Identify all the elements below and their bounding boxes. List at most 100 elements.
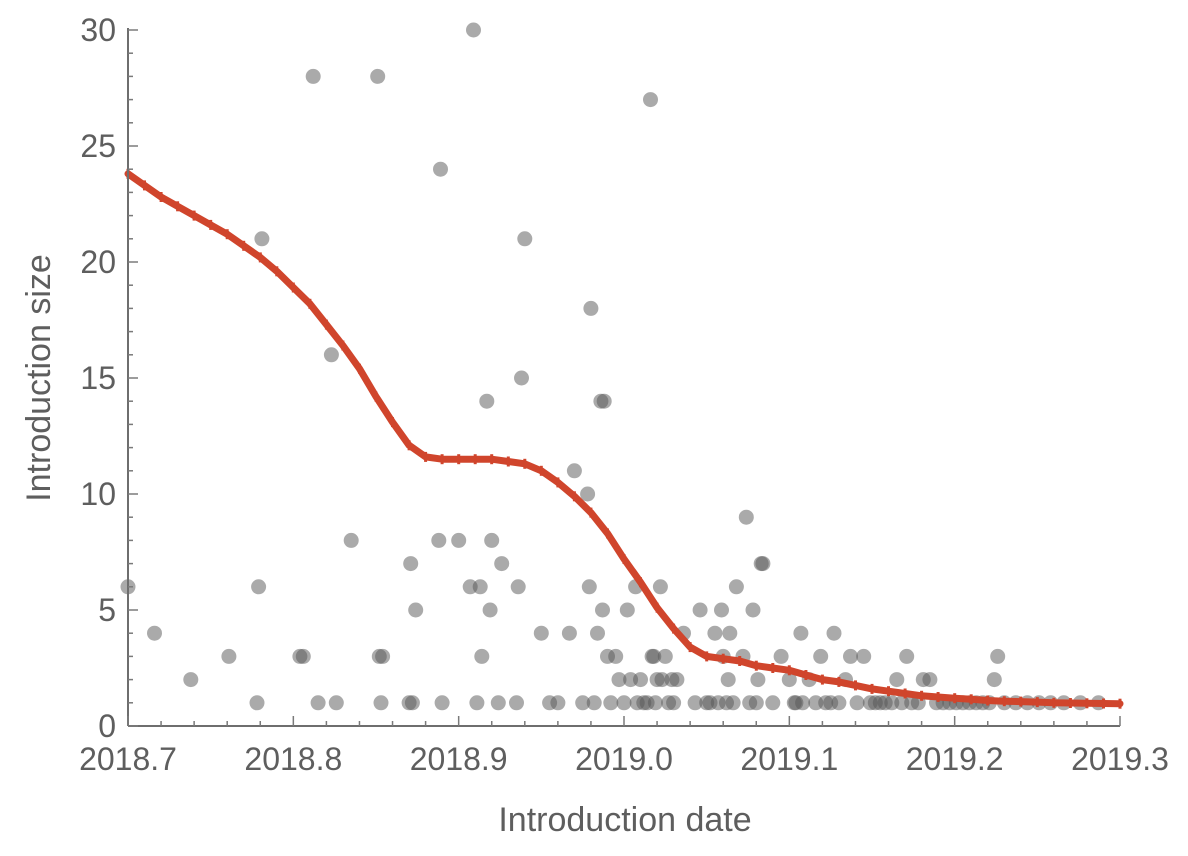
scatter-point [781, 672, 797, 688]
scatter-point [666, 695, 682, 711]
scatter-point [725, 695, 741, 711]
scatter-point [687, 695, 703, 711]
scatter-point [147, 625, 162, 641]
scatter-point [550, 695, 566, 711]
scatter-point [466, 22, 481, 38]
scatter-point [990, 648, 1006, 664]
scatter-point [583, 300, 599, 316]
scatter-point [745, 602, 761, 618]
scatter-point [580, 486, 596, 502]
scatter-point [510, 579, 526, 595]
scatter-point [611, 672, 627, 688]
scatter-point [251, 579, 267, 595]
y-tick-label: 15 [80, 360, 116, 396]
scatter-point [566, 463, 582, 479]
scatter-point [373, 695, 389, 711]
scatter-point [707, 625, 723, 641]
scatter-point [375, 648, 391, 664]
scatter-point [603, 695, 619, 711]
scatter-point [183, 672, 199, 688]
scatter-point [370, 68, 386, 84]
x-tick-label: 2018.8 [244, 741, 342, 777]
y-tick-label: 0 [98, 708, 116, 744]
scatter-point [494, 556, 510, 572]
scatter-point [295, 648, 311, 664]
scatter-point [328, 695, 344, 711]
scatter-point [590, 625, 605, 641]
scatter-point [561, 625, 577, 641]
scatter-point [431, 532, 447, 548]
scatter-point [403, 556, 419, 572]
y-tick-label: 10 [80, 476, 116, 512]
scatter-point [608, 648, 624, 664]
scatter-point [922, 672, 938, 688]
scatter-point [669, 672, 685, 688]
x-tick-label: 2018.7 [79, 741, 177, 777]
x-tick-label: 2019.2 [906, 741, 1004, 777]
y-tick-label: 5 [98, 592, 116, 628]
scatter-point [408, 602, 424, 618]
scatter-point [755, 556, 771, 572]
y-axis-title: Introduction size [20, 254, 58, 502]
scatter-point [849, 695, 865, 711]
scatter-point [773, 648, 789, 664]
scatter-point [826, 625, 842, 641]
scatter-point [750, 672, 766, 688]
scatter-point [517, 231, 533, 247]
scatter-point [434, 695, 450, 711]
scatter-point [484, 532, 500, 548]
scatter-point [831, 695, 847, 711]
scatter-point [586, 695, 602, 711]
scatter-point [596, 393, 612, 409]
scatter-point [221, 648, 237, 664]
scatter-point [249, 695, 265, 711]
scatter-point [343, 532, 359, 548]
scatter-point [305, 68, 321, 84]
scatter-point [619, 602, 635, 618]
scatter-point [647, 695, 663, 711]
scatter-point [254, 231, 270, 247]
x-tick-label: 2019.1 [740, 741, 838, 777]
scatter-point [490, 695, 506, 711]
scatter-point [469, 695, 485, 711]
scatter-point [633, 672, 648, 688]
scatter-point [793, 625, 809, 641]
scatter-point [692, 602, 708, 618]
scatter-point [714, 602, 729, 618]
scatter-point [581, 579, 597, 595]
scatter-point [643, 92, 658, 108]
scatter-point [748, 695, 764, 711]
scatter-point [533, 625, 549, 641]
scatter-point [856, 648, 872, 664]
scatter-point [474, 648, 490, 664]
scatter-point [482, 602, 498, 618]
scatter-point [310, 695, 326, 711]
x-tick-label: 2018.9 [410, 741, 508, 777]
axes: 2018.7 2018.8 2018.9 2019.0 2019.1 2019.2 2019… [79, 12, 1169, 777]
scatter-point [575, 695, 591, 711]
scatter-point [509, 695, 524, 711]
scatter-point [813, 648, 829, 664]
y-tick-label: 20 [80, 244, 116, 280]
scatter-point [323, 347, 339, 363]
scatter-point [657, 648, 673, 664]
fit-curve-group [124, 168, 1124, 709]
scatter-point [889, 672, 905, 688]
scatter-point [646, 648, 662, 664]
scatter-point [404, 695, 420, 711]
scatter-point [472, 579, 488, 595]
x-axis-title: Introduction date [498, 801, 751, 839]
scatter-point [652, 579, 668, 595]
y-tick-label: 25 [80, 128, 116, 164]
scatter-points [120, 22, 1106, 711]
x-tick-label: 2019.0 [575, 741, 673, 777]
fit-curve [124, 170, 1124, 708]
x-tick-label: 2019.3 [1071, 741, 1169, 777]
scatter-point [765, 695, 781, 711]
scatter-point [722, 625, 738, 641]
scatter-point [728, 579, 744, 595]
scatter-point [899, 648, 915, 664]
scatter-point [720, 672, 736, 688]
scatter-point [433, 161, 448, 177]
